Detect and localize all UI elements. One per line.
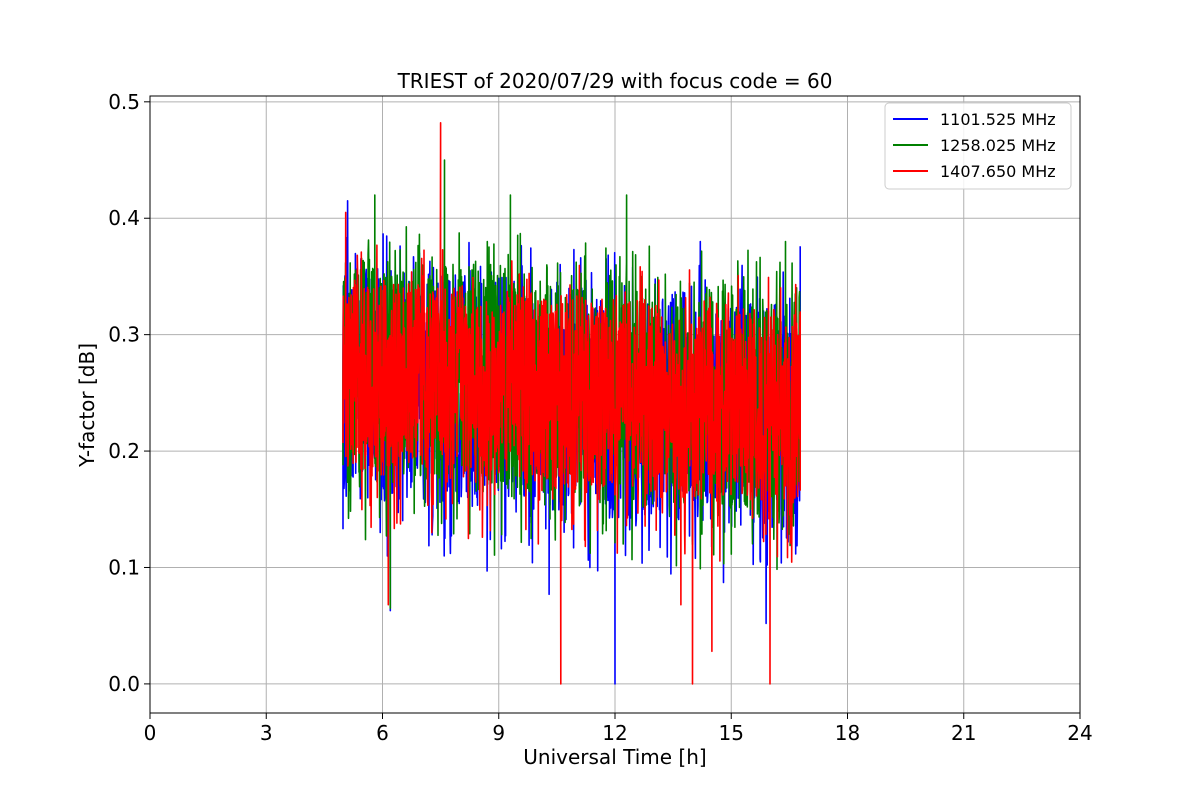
chart-title: TRIEST of 2020/07/29 with focus code = 6…	[397, 69, 833, 93]
x-tick-label: 15	[719, 721, 744, 745]
y-tick-label: 0.1	[108, 555, 140, 579]
x-tick-label: 3	[260, 721, 273, 745]
y-tick-label: 0.0	[108, 672, 140, 696]
legend: 1101.525 MHz 1258.025 MHz 1407.650 MHz	[884, 102, 1072, 190]
legend-label-1: 1258.025 MHz	[940, 136, 1056, 155]
y-tick-label: 0.4	[108, 206, 140, 230]
y-tick-label: 0.2	[108, 439, 140, 463]
legend-box	[884, 102, 1072, 190]
x-tick-label: 24	[1067, 721, 1092, 745]
series-line-2	[342, 122, 801, 685]
x-tick-label: 21	[951, 721, 976, 745]
x-tick-label: 18	[835, 721, 860, 745]
x-tick-label: 6	[376, 721, 389, 745]
series-lines	[342, 122, 801, 685]
axis-ticks: 0 3 6 9 12 15 18 21 24 0.0 0.1 0.2 0.3 0.4 0.5	[108, 90, 1093, 745]
y-tick-label: 0.3	[108, 323, 140, 347]
x-tick-label: 0	[144, 721, 157, 745]
y-tick-label: 0.5	[108, 90, 140, 114]
x-axis-label: Universal Time [h]	[523, 745, 706, 769]
legend-label-2: 1407.650 MHz	[940, 162, 1056, 181]
x-tick-label: 9	[492, 721, 505, 745]
y-axis-label: Y-factor [dB]	[75, 343, 99, 468]
x-tick-label: 12	[602, 721, 627, 745]
legend-label-0: 1101.525 MHz	[940, 110, 1056, 129]
